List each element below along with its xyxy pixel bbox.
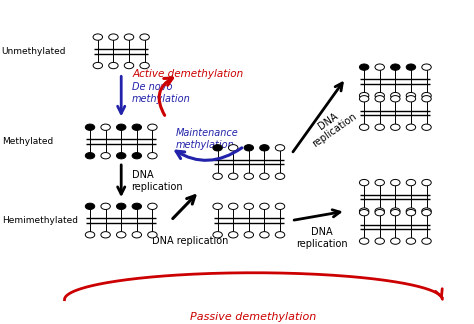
Circle shape: [359, 238, 369, 244]
Circle shape: [132, 153, 142, 159]
Circle shape: [359, 92, 369, 99]
Circle shape: [148, 232, 157, 238]
Circle shape: [375, 238, 384, 244]
Circle shape: [406, 96, 416, 102]
Text: DNA
replication: DNA replication: [296, 227, 348, 249]
Circle shape: [422, 238, 431, 244]
Text: Maintenance
methylation: Maintenance methylation: [175, 128, 238, 150]
Text: DNA
replication: DNA replication: [132, 170, 183, 192]
Circle shape: [422, 124, 431, 130]
Circle shape: [228, 173, 238, 179]
Circle shape: [422, 92, 431, 99]
Circle shape: [101, 153, 110, 159]
Circle shape: [93, 63, 102, 69]
Circle shape: [391, 210, 400, 216]
Circle shape: [406, 210, 416, 216]
Circle shape: [101, 124, 110, 130]
Circle shape: [422, 210, 431, 216]
Circle shape: [85, 153, 95, 159]
Circle shape: [359, 210, 369, 216]
Circle shape: [406, 124, 416, 130]
Text: DNA replication: DNA replication: [152, 236, 228, 246]
Circle shape: [148, 153, 157, 159]
Circle shape: [228, 203, 238, 210]
Circle shape: [422, 208, 431, 214]
Circle shape: [244, 232, 254, 238]
Circle shape: [275, 145, 285, 151]
Circle shape: [260, 145, 269, 151]
Circle shape: [132, 203, 142, 210]
Circle shape: [85, 232, 95, 238]
Circle shape: [391, 208, 400, 214]
Circle shape: [275, 173, 285, 179]
Circle shape: [117, 232, 126, 238]
Circle shape: [148, 124, 157, 130]
Circle shape: [244, 173, 254, 179]
Circle shape: [140, 34, 149, 40]
Circle shape: [359, 64, 369, 70]
Circle shape: [375, 92, 384, 99]
Text: Methylated: Methylated: [1, 137, 53, 146]
Circle shape: [117, 203, 126, 210]
Circle shape: [85, 124, 95, 130]
Circle shape: [124, 34, 134, 40]
Circle shape: [244, 145, 254, 151]
Text: Active demethylation: Active demethylation: [133, 69, 244, 79]
Circle shape: [375, 179, 384, 186]
Circle shape: [391, 92, 400, 99]
Circle shape: [213, 145, 222, 151]
Circle shape: [132, 232, 142, 238]
Circle shape: [391, 124, 400, 130]
Circle shape: [359, 208, 369, 214]
Circle shape: [148, 203, 157, 210]
Circle shape: [85, 203, 95, 210]
Circle shape: [260, 232, 269, 238]
Circle shape: [109, 34, 118, 40]
Circle shape: [359, 124, 369, 130]
Circle shape: [132, 124, 142, 130]
Circle shape: [260, 203, 269, 210]
Circle shape: [406, 238, 416, 244]
Text: Passive demethylation: Passive demethylation: [191, 312, 317, 322]
Circle shape: [140, 63, 149, 69]
Circle shape: [391, 96, 400, 102]
Circle shape: [275, 232, 285, 238]
Circle shape: [375, 210, 384, 216]
Circle shape: [101, 232, 110, 238]
Circle shape: [406, 208, 416, 214]
Circle shape: [213, 232, 222, 238]
Circle shape: [406, 64, 416, 70]
Circle shape: [275, 203, 285, 210]
Circle shape: [406, 179, 416, 186]
Circle shape: [375, 64, 384, 70]
Circle shape: [109, 63, 118, 69]
Circle shape: [228, 232, 238, 238]
Circle shape: [117, 153, 126, 159]
Circle shape: [391, 64, 400, 70]
Circle shape: [93, 34, 102, 40]
Circle shape: [359, 179, 369, 186]
Text: De novo
methylation: De novo methylation: [132, 82, 191, 104]
Circle shape: [213, 203, 222, 210]
Circle shape: [244, 203, 254, 210]
Circle shape: [124, 63, 134, 69]
Circle shape: [117, 124, 126, 130]
Text: Hemimethylated: Hemimethylated: [1, 216, 78, 225]
Circle shape: [375, 208, 384, 214]
Text: DNA
replication: DNA replication: [304, 102, 359, 149]
Circle shape: [359, 96, 369, 102]
Circle shape: [375, 124, 384, 130]
Circle shape: [406, 92, 416, 99]
Circle shape: [101, 203, 110, 210]
Circle shape: [213, 173, 222, 179]
Circle shape: [422, 64, 431, 70]
Circle shape: [422, 179, 431, 186]
Circle shape: [228, 145, 238, 151]
Circle shape: [422, 96, 431, 102]
Text: Unmethylated: Unmethylated: [1, 47, 66, 56]
Circle shape: [260, 173, 269, 179]
Circle shape: [391, 179, 400, 186]
Circle shape: [391, 238, 400, 244]
Circle shape: [375, 96, 384, 102]
